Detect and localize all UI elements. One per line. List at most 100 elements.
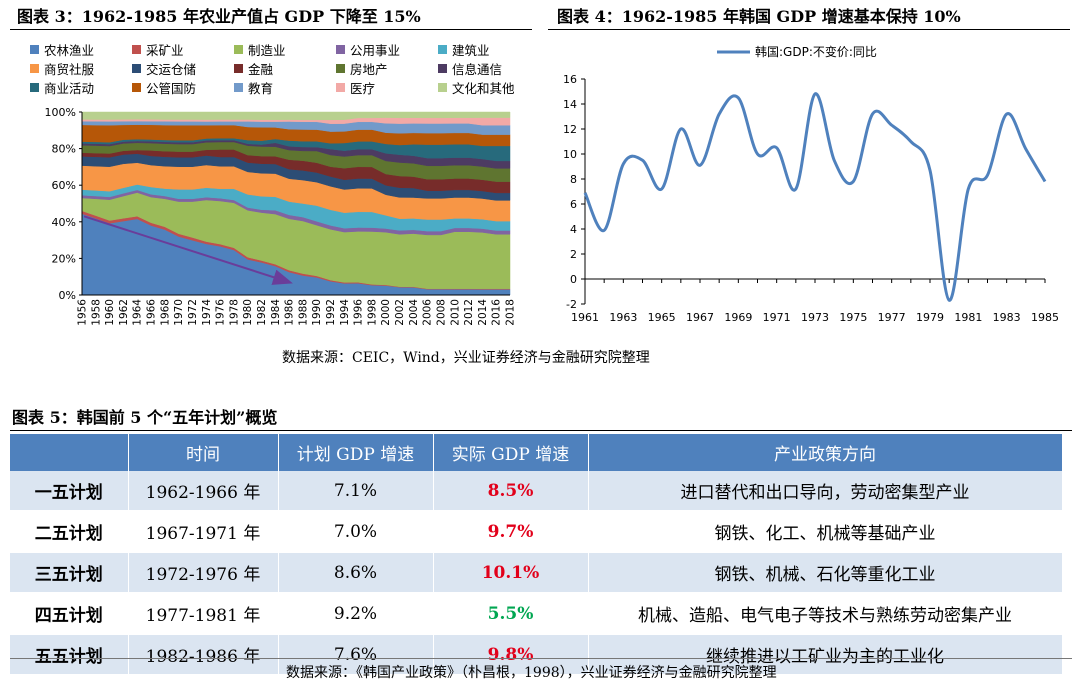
fig3-stacked-area-chart: 0%20%40%60%80%100%1956 1958 1960 1962 1964 19… [45,106,517,326]
x-tick-label: 1978 [228,299,240,326]
fig5-bottom-rule [10,658,1072,659]
policy-direction: 进口替代和出口导向，劳动密集型产业 [588,471,1063,512]
legend-label: 制造业 [248,43,286,58]
legend-item: 采矿业 [132,40,184,59]
legend-label: 文化和其他 [452,81,515,96]
plan-period: 1977-1981 年 [128,593,279,635]
top-rule-left [10,29,532,30]
legend-label: 交运仓储 [146,62,197,77]
actual-gdp: 10.1% [433,552,589,594]
planned-gdp: 7.6% [278,634,434,676]
legend-item: 信息通信 [438,59,502,78]
plan-name: 三五计划 [10,552,129,594]
x-tick-label: 1965 [648,311,676,324]
x-tick-label: 1977 [878,311,906,324]
x-tick-label: 1967 [686,311,714,324]
y-tick-label: 2 [570,248,577,261]
x-tick-label: 2000 [380,299,392,326]
legend-item: 农林渔业 [30,40,94,59]
x-tick-label: 1990 [311,299,323,326]
legend-swatch [234,83,243,92]
legend-item: 商贸社服 [30,59,94,78]
legend-label: 韩国:GDP:不变价:同比 [755,44,877,59]
legend-label: 医疗 [350,81,376,96]
legend-swatch [234,45,243,54]
legend-label: 建筑业 [452,43,490,58]
plan-name: 五五计划 [10,634,129,676]
plan-period: 1967-1971 年 [128,511,279,553]
area-series [81,111,511,121]
legend-item: 医疗 [336,78,375,97]
x-tick-label: 1983 [993,311,1021,324]
y-tick-label: 8 [570,173,577,186]
x-tick-label: 2018 [505,299,517,326]
legend-swatch [234,64,243,73]
x-tick-label: 1980 [242,299,254,326]
plan-period: 1962-1966 年 [128,471,279,512]
y-tick-label: 100% [45,106,76,119]
legend-swatch [438,83,447,92]
table-row: 三五计划 1972-1976 年 8.6% 10.1% 钢铁、机械、石化等重化工… [10,552,1063,594]
actual-gdp: 9.8% [433,634,589,676]
x-tick-label: 2012 [463,299,475,326]
x-tick-label: 1962 [118,299,130,326]
y-tick-label: 10 [563,148,577,161]
y-tick-label: -2 [566,298,577,311]
fig4-line-chart: 韩国:GDP:不变价:同比 -2 0 2 4 6 8 10 12 14 16 1961 1963 1965… [563,44,1059,324]
x-tick-label: 1963 [609,311,637,324]
planned-gdp: 7.0% [278,511,434,553]
y-tick-label: 80% [52,143,76,156]
plan-period: 1972-1976 年 [128,552,279,594]
x-tick-label: 1994 [339,299,351,326]
fig5-title: 图表 5：韩国前 5 个“五年计划”概览 [12,408,278,427]
plan-name: 二五计划 [10,511,129,553]
y-tick-label: 12 [563,123,577,136]
legend-label: 农林渔业 [44,43,95,58]
x-tick-label: 1970 [173,299,185,326]
header-plan [10,434,129,471]
legend-label: 商业活动 [44,81,95,96]
x-tick-label: 1956 [77,299,89,326]
legend-swatch [336,64,345,73]
legend-swatch [132,83,141,92]
header-policy: 产业政策方向 [588,434,1063,471]
planned-gdp: 8.6% [278,552,434,594]
legend-item: 公用事业 [336,40,400,59]
x-tick-label: 1992 [325,299,337,326]
data-source-1: 数据来源：CEIC，Wind，兴业证券经济与金融研究院整理 [282,350,650,366]
policy-direction: 钢铁、机械、石化等重化工业 [588,552,1063,594]
legend-swatch [336,83,345,92]
y-tick-label: 6 [570,198,577,211]
top-rule-right [548,29,1070,30]
x-tick-label: 1998 [366,299,378,326]
x-tick-label: 1981 [954,311,982,324]
x-tick-label: 2016 [491,299,503,326]
legend-label: 公用事业 [350,43,401,58]
x-tick-label: 1971 [763,311,791,324]
y-tick-label: 14 [563,98,577,111]
plan-name: 四五计划 [10,593,129,635]
legend-label: 教育 [248,81,274,96]
x-tick-label: 2004 [408,299,420,326]
x-tick-label: 1985 [1031,311,1059,324]
plan-name: 一五计划 [10,471,129,512]
x-tick-label: 1961 [571,311,599,324]
x-tick-label: 1982 [256,299,268,326]
x-tick-label: 2014 [477,299,489,326]
trend-arrow [83,215,293,285]
header-actual-gdp: 实际 GDP 增速 [433,434,589,471]
x-tick-label: 1964 [132,299,144,326]
x-tick-label: 1975 [839,311,867,324]
policy-direction: 机械、造船、电气电子等技术与熟练劳动密集产业 [588,593,1063,635]
legend-item: 公管国防 [132,78,196,97]
y-tick-label: 4 [570,223,577,236]
x-tick-label: 1968 [159,299,171,326]
planned-gdp: 7.1% [278,471,434,512]
x-tick-label: 1984 [270,299,282,326]
fig5-rule [10,430,1072,431]
legend-label: 房地产 [350,62,388,77]
planned-gdp: 9.2% [278,593,434,635]
legend-item: 金融 [234,59,273,78]
actual-gdp: 5.5% [433,593,589,635]
y-tick-label: 20% [52,252,76,265]
